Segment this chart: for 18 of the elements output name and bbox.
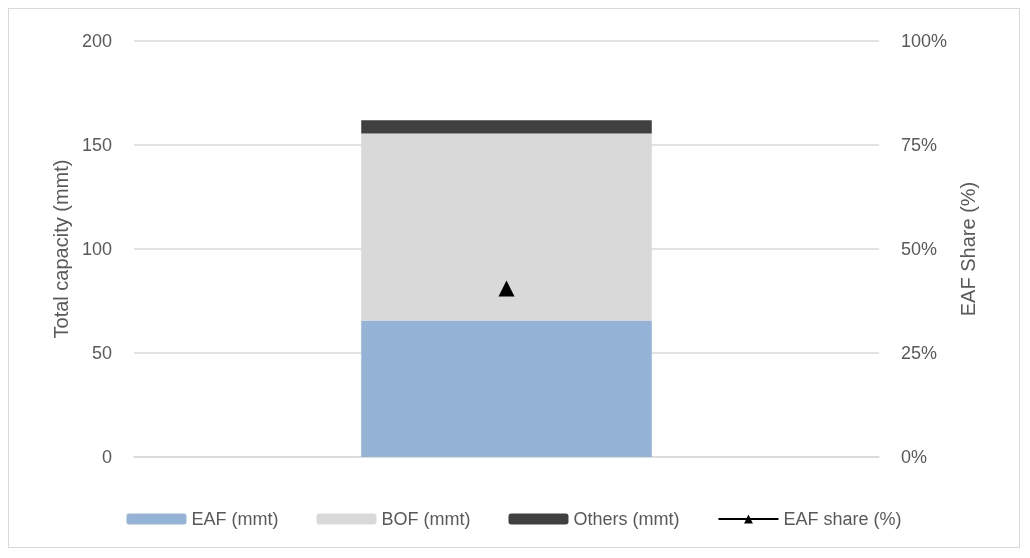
legend-label: EAF share (%) bbox=[783, 509, 902, 529]
legend-label: Others (mmt) bbox=[573, 509, 680, 529]
y2-tick-label: 100% bbox=[901, 31, 948, 51]
y-tick-label: 0 bbox=[101, 447, 112, 467]
y-axis-title: Total capacity (mmt) bbox=[50, 159, 73, 339]
bar bbox=[361, 120, 652, 134]
y-tick-label: 50 bbox=[91, 343, 112, 363]
y-tick-label: 200 bbox=[81, 31, 112, 51]
y-tick-label: 100 bbox=[81, 239, 112, 259]
y2-tick-label: 0% bbox=[901, 447, 928, 467]
legend-label: BOF (mmt) bbox=[381, 509, 471, 529]
y2-tick-label: 50% bbox=[901, 239, 938, 259]
bar bbox=[361, 320, 652, 457]
y2-tick-label: 25% bbox=[901, 343, 938, 363]
legend-label: EAF (mmt) bbox=[191, 509, 279, 529]
y2-tick-label: 75% bbox=[901, 135, 938, 155]
y-tick-label: 150 bbox=[81, 135, 112, 155]
y2-axis-title: EAF Share (%) bbox=[956, 181, 979, 317]
